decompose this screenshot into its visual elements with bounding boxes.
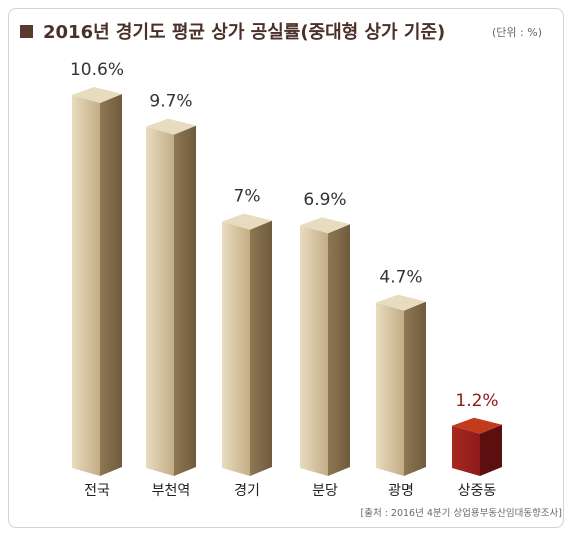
bar-front-face (72, 95, 100, 476)
category-label: 상중동 (458, 483, 497, 499)
value-label: 6.9% (303, 190, 346, 210)
unit-label: (단위 : %) (492, 26, 542, 39)
bar-side-face (404, 301, 426, 476)
bar-front-face (222, 221, 250, 476)
category-label: 경기 (234, 483, 260, 499)
title-bullet-icon (20, 25, 33, 38)
bar-top-face (376, 294, 426, 311)
bar-front-face (146, 126, 174, 477)
bar-4 (300, 217, 350, 476)
bar-3 (222, 213, 272, 476)
bar-top-face (72, 87, 122, 103)
value-label: 4.7% (379, 268, 422, 288)
bar-6 (452, 417, 502, 476)
bar-top-face (452, 417, 502, 434)
category-label: 분당 (312, 483, 338, 499)
bar-side-face (174, 125, 196, 477)
bar-side-face (250, 220, 272, 476)
bar-5 (376, 294, 426, 476)
bar-side-face (100, 94, 122, 476)
category-label: 전국 (84, 483, 110, 499)
bar-front-face (300, 225, 328, 476)
bar-front-face (376, 302, 404, 476)
category-label: 부천역 (152, 483, 191, 499)
bar-top-face (222, 213, 272, 230)
category-label: 광명 (388, 483, 414, 499)
value-label: 10.6% (70, 60, 124, 80)
bar-1 (72, 87, 122, 476)
value-label: 9.7% (149, 92, 192, 112)
bar-2 (146, 118, 196, 477)
bar-top-face (146, 118, 196, 135)
bar-top-face (300, 217, 350, 234)
bar-side-face (328, 224, 350, 476)
source-note: [출처 : 2016년 4분기 상업용부동산임대동향조사] (360, 508, 563, 519)
bar-side-face (480, 424, 502, 476)
value-label: 7% (234, 187, 261, 207)
bar-front-face (452, 425, 480, 476)
value-label: 1.2% (455, 391, 498, 411)
chart-title: 2016년 경기도 평균 상가 공실률(중대형 상가 기준) (43, 22, 446, 43)
chart-header: 2016년 경기도 평균 상가 공실률(중대형 상가 기준) (단위 : %) (20, 16, 554, 48)
